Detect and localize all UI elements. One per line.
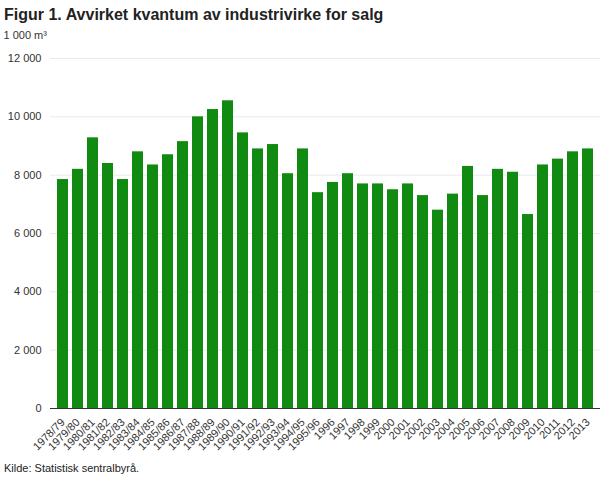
svg-text:2011: 2011: [536, 415, 562, 441]
svg-text:1991/92: 1991/92: [225, 415, 262, 453]
svg-text:1990/91: 1990/91: [210, 415, 247, 453]
svg-text:1986/87: 1986/87: [150, 415, 187, 453]
svg-text:10 000: 10 000: [8, 110, 42, 122]
svg-text:1998: 1998: [341, 415, 367, 442]
svg-text:2009: 2009: [506, 415, 532, 442]
svg-text:1985/86: 1985/86: [135, 415, 172, 453]
svg-text:2005: 2005: [446, 415, 472, 442]
html-text:Kilde: Statistisk sentralbyrå.: Kilde: Statistisk sentralbyrå.: [4, 462, 140, 474]
svg-text:2001: 2001: [386, 415, 412, 442]
svg-text:2007: 2007: [476, 415, 502, 442]
svg-text:0: 0: [35, 402, 41, 414]
svg-text:1984/85: 1984/85: [120, 415, 157, 453]
svg-text:2013: 2013: [566, 416, 592, 442]
svg-text:8 000: 8 000: [14, 169, 42, 181]
svg-text:1999: 1999: [356, 415, 382, 442]
svg-text:2003: 2003: [416, 415, 442, 442]
svg-text:1996: 1996: [311, 415, 337, 442]
svg-text:6 000: 6 000: [14, 227, 42, 239]
svg-text:2 000: 2 000: [14, 344, 42, 356]
svg-text:1979/80: 1979/80: [45, 415, 82, 453]
svg-text:1993/94: 1993/94: [255, 415, 292, 453]
svg-text:2002: 2002: [401, 415, 427, 442]
svg-text:1978/79: 1978/79: [30, 415, 67, 453]
svg-text:2004: 2004: [431, 415, 457, 442]
svg-text:1992/93: 1992/93: [240, 415, 277, 453]
svg-text:1982/83: 1982/83: [90, 415, 127, 453]
svg-text:2008: 2008: [491, 415, 517, 442]
svg-text:2012: 2012: [551, 415, 577, 442]
svg-text:1995/96: 1995/96: [285, 415, 322, 453]
svg-text:2010: 2010: [521, 415, 547, 442]
svg-text:2006: 2006: [461, 415, 487, 442]
svg-text:12 000: 12 000: [8, 52, 42, 64]
svg-text:2000: 2000: [371, 415, 397, 442]
svg-text:1997: 1997: [326, 415, 352, 442]
svg-text:1981/82: 1981/82: [75, 415, 112, 453]
svg-text:1980/81: 1980/81: [60, 415, 97, 453]
svg-text:1 000 m³: 1 000 m³: [4, 29, 48, 41]
html-text:Figur 1. Avvirket kvantum av i: Figur 1. Avvirket kvantum av industrivir…: [4, 6, 384, 23]
svg-text:1988/89: 1988/89: [180, 415, 217, 453]
svg-text:1994/95: 1994/95: [270, 415, 307, 453]
svg-text:1989/90: 1989/90: [195, 415, 232, 453]
svg-text:1987/88: 1987/88: [165, 415, 202, 453]
svg-text:1983/84: 1983/84: [105, 415, 142, 453]
svg-text:4 000: 4 000: [14, 285, 42, 297]
